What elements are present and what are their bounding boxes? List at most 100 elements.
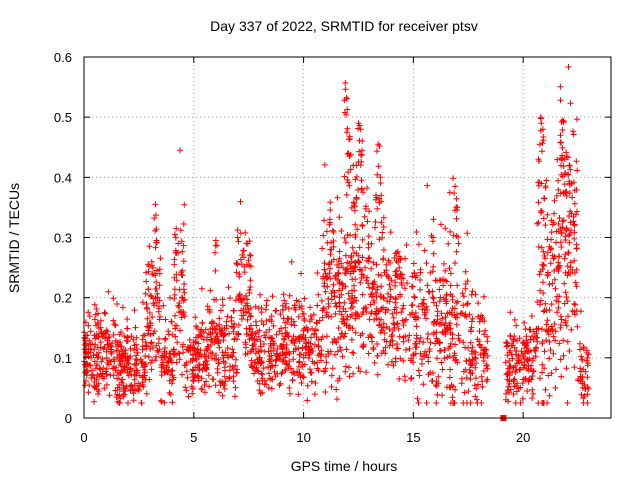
data-point	[465, 300, 471, 307]
data-point	[198, 375, 205, 382]
data-point	[547, 260, 554, 267]
data-point	[542, 255, 549, 262]
data-point	[562, 251, 569, 258]
data-point	[544, 249, 551, 256]
data-point	[464, 230, 471, 237]
data-point	[439, 366, 446, 373]
data-point	[538, 244, 545, 251]
data-point	[375, 163, 382, 170]
data-point	[432, 277, 439, 284]
data-point	[83, 372, 90, 379]
data-point	[356, 148, 363, 155]
data-point	[142, 339, 149, 346]
data-point	[402, 377, 409, 384]
data-point	[434, 308, 441, 315]
data-point	[233, 269, 240, 276]
data-point	[112, 367, 119, 374]
data-point	[327, 207, 334, 213]
data-point	[469, 356, 476, 363]
data-point	[314, 359, 321, 366]
data-point	[234, 234, 241, 241]
data-point	[130, 397, 137, 404]
data-point	[323, 359, 330, 366]
data-point	[298, 380, 305, 386]
data-point	[319, 314, 326, 321]
data-point	[268, 318, 275, 325]
data-point	[255, 368, 262, 375]
data-point	[346, 323, 353, 329]
data-point	[547, 246, 554, 253]
data-point	[154, 347, 161, 354]
data-point	[559, 218, 566, 225]
data-point	[436, 286, 443, 293]
data-point	[175, 350, 182, 357]
data-point	[350, 282, 357, 289]
data-point	[381, 330, 388, 337]
data-point	[105, 288, 112, 295]
data-point	[273, 356, 280, 363]
data-point	[295, 335, 302, 341]
data-point	[578, 375, 585, 382]
data-point	[563, 294, 570, 300]
data-point	[257, 343, 264, 350]
data-point	[515, 352, 522, 359]
data-point	[260, 341, 267, 347]
data-point	[521, 319, 528, 326]
data-point	[563, 365, 570, 372]
data-point	[156, 282, 163, 289]
data-point	[171, 286, 178, 293]
data-point	[267, 340, 274, 347]
data-point	[84, 332, 91, 339]
data-point	[277, 380, 284, 387]
data-point	[549, 280, 556, 287]
data-point	[467, 400, 474, 406]
data-point	[561, 255, 568, 262]
data-point	[438, 310, 445, 317]
data-point	[443, 298, 450, 305]
data-point	[219, 296, 226, 303]
data-point	[328, 372, 335, 379]
data-point	[144, 315, 151, 322]
data-point	[157, 397, 164, 404]
data-point	[468, 348, 475, 355]
data-point	[238, 316, 245, 322]
data-point	[388, 333, 395, 340]
data-point	[290, 318, 297, 325]
data-point	[419, 300, 426, 307]
data-point	[545, 372, 552, 379]
data-point	[93, 361, 100, 367]
data-point	[482, 327, 489, 334]
data-point	[504, 340, 511, 347]
data-point	[419, 360, 425, 367]
data-point	[227, 295, 233, 302]
data-point	[242, 292, 249, 299]
data-point	[564, 400, 571, 406]
data-point	[378, 192, 385, 199]
data-point	[565, 249, 572, 256]
data-point	[547, 347, 554, 353]
data-point	[390, 327, 396, 334]
data-point	[277, 352, 283, 359]
data-point	[184, 344, 191, 351]
data-point	[235, 331, 242, 338]
data-point	[425, 331, 432, 337]
data-point	[245, 330, 251, 337]
data-point	[409, 302, 416, 308]
data-point	[233, 369, 240, 376]
data-point	[244, 302, 251, 309]
data-point	[573, 158, 580, 165]
data-point	[430, 216, 437, 223]
data-point	[520, 339, 527, 346]
data-point	[94, 354, 101, 361]
data-point	[91, 398, 97, 405]
data-point	[373, 315, 380, 322]
data-point	[249, 335, 256, 342]
data-point	[465, 388, 472, 395]
data-point	[155, 349, 162, 355]
data-point	[438, 359, 445, 366]
data-point	[365, 255, 372, 262]
data-point	[146, 376, 153, 383]
data-point	[554, 309, 560, 316]
data-point	[463, 374, 470, 381]
data-point	[558, 119, 565, 125]
